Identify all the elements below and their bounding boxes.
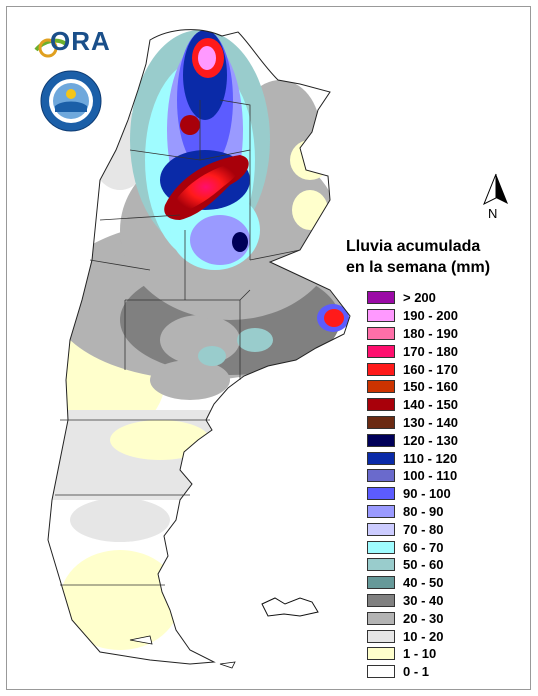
legend-swatch bbox=[367, 326, 395, 340]
legend-swatch bbox=[367, 540, 395, 554]
legend-label: 180 - 190 bbox=[403, 325, 458, 341]
legend-swatch bbox=[367, 504, 395, 518]
legend-list: > 200 190 - 200 180 - 190 170 - 180 160 - 17… bbox=[367, 289, 458, 681]
legend-item: 30 - 40 bbox=[367, 592, 458, 610]
legend-swatch bbox=[367, 433, 395, 447]
legend-item: 110 - 120 bbox=[367, 449, 458, 467]
legend-label: 120 - 130 bbox=[403, 432, 458, 448]
legend-label: 160 - 170 bbox=[403, 361, 458, 377]
legend-item: 160 - 170 bbox=[367, 360, 458, 378]
legend-label: 80 - 90 bbox=[403, 503, 444, 519]
legend-label: 70 - 80 bbox=[403, 521, 444, 537]
legend-label: 10 - 20 bbox=[403, 628, 444, 644]
legend-swatch bbox=[367, 415, 395, 429]
legend-label: 130 - 140 bbox=[403, 414, 458, 430]
legend-item: 130 - 140 bbox=[367, 414, 458, 432]
legend-swatch bbox=[367, 593, 395, 607]
north-arrow-icon bbox=[483, 173, 508, 206]
legend-label: 0 - 1 bbox=[403, 664, 430, 680]
legend-item: 70 - 80 bbox=[367, 520, 458, 538]
legend-item: 80 - 90 bbox=[367, 503, 458, 521]
legend-label: 150 - 160 bbox=[403, 379, 458, 395]
legend-item: 1 - 10 bbox=[367, 645, 458, 663]
legend-label: 30 - 40 bbox=[403, 592, 444, 608]
legend-swatch bbox=[367, 522, 395, 536]
legend-item: 180 - 190 bbox=[367, 325, 458, 343]
legend-swatch bbox=[367, 629, 395, 643]
legend-swatch bbox=[367, 487, 395, 501]
legend-title-line2: en la semana (mm) bbox=[346, 259, 491, 276]
ora-logo-mark bbox=[34, 38, 68, 58]
legend-swatch bbox=[367, 576, 395, 590]
legend-label: 60 - 70 bbox=[403, 539, 444, 555]
legend-swatch bbox=[367, 451, 395, 465]
legend-item: 120 - 130 bbox=[367, 431, 458, 449]
legend-swatch bbox=[367, 362, 395, 376]
legend-item: 20 - 30 bbox=[367, 609, 458, 627]
ora-logo-text: ORA bbox=[50, 26, 111, 56]
legend-item: 10 - 20 bbox=[367, 627, 458, 645]
legend-item: 40 - 50 bbox=[367, 574, 458, 592]
legend-title-line1: Lluvia acumulada bbox=[346, 238, 481, 255]
legend-item: 60 - 70 bbox=[367, 538, 458, 556]
legend-label: 40 - 50 bbox=[403, 575, 444, 591]
legend-swatch bbox=[367, 344, 395, 358]
legend-item: 190 - 200 bbox=[367, 307, 458, 325]
legend-swatch bbox=[367, 558, 395, 572]
legend-label: 50 - 60 bbox=[403, 557, 444, 573]
legend-title: Lluvia acumulada en la semana (mm) bbox=[346, 236, 536, 278]
legend-item: 90 - 100 bbox=[367, 485, 458, 503]
legend-label: > 200 bbox=[403, 290, 436, 306]
legend-swatch bbox=[367, 665, 395, 679]
legend-swatch bbox=[367, 309, 395, 323]
legend-label: 20 - 30 bbox=[403, 610, 444, 626]
legend-item: > 200 bbox=[367, 289, 458, 307]
legend-label: 100 - 110 bbox=[403, 468, 458, 484]
legend-swatch bbox=[367, 647, 395, 661]
legend-item: 0 - 1 bbox=[367, 663, 458, 681]
north-label: N bbox=[488, 206, 498, 221]
legend-item: 50 - 60 bbox=[367, 556, 458, 574]
legend-item: 170 - 180 bbox=[367, 342, 458, 360]
smn-seal bbox=[40, 70, 102, 132]
legend-swatch bbox=[367, 611, 395, 625]
legend-item: 100 - 110 bbox=[367, 467, 458, 485]
legend-label: 110 - 120 bbox=[403, 450, 458, 466]
legend-swatch bbox=[367, 469, 395, 483]
legend-swatch bbox=[367, 380, 395, 394]
legend-swatch bbox=[367, 291, 395, 305]
legend-label: 90 - 100 bbox=[403, 486, 451, 502]
legend-item: 150 - 160 bbox=[367, 378, 458, 396]
legend-label: 140 - 150 bbox=[403, 397, 458, 413]
legend-swatch bbox=[367, 398, 395, 412]
legend-label: 1 - 10 bbox=[403, 646, 437, 662]
legend-item: 140 - 150 bbox=[367, 396, 458, 414]
legend-label: 170 - 180 bbox=[403, 343, 458, 359]
legend-label: 190 - 200 bbox=[403, 308, 458, 324]
